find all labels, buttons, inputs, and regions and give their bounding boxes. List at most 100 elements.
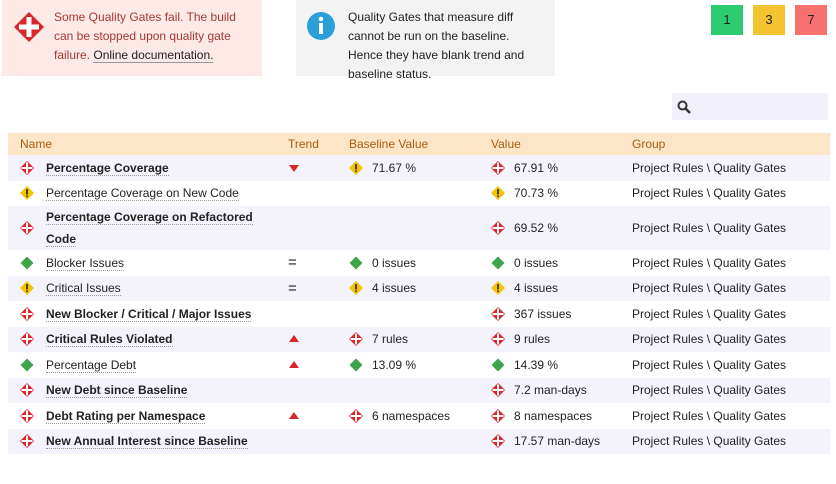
gate-value: 8 namespaces (514, 408, 593, 423)
baseline-value: 13.09 % (372, 357, 417, 372)
baseline-cell: 7 rules (349, 332, 491, 347)
info-icon (307, 12, 335, 40)
gate-name: Percentage Coverage on New Code (46, 182, 260, 204)
gate-link[interactable]: Blocker Issues (46, 255, 125, 271)
value-cell: 9 rules (491, 332, 632, 347)
name-cell: Percentage Coverage (8, 157, 288, 179)
gate-name: Percentage Coverage on Refactored Code (46, 206, 260, 250)
table-row: New Blocker / Critical / Major Issues 367… (8, 301, 830, 327)
warn-icon (349, 281, 363, 296)
trend-down (288, 161, 349, 175)
trend-up (288, 409, 349, 423)
table-row: Percentage Coverage on New Code 70.73 % Pr… (8, 181, 830, 207)
fail-icon (20, 408, 34, 423)
gate-link[interactable]: Percentage Coverage on Refactored Code (46, 210, 253, 247)
column-header: Trend (288, 137, 319, 151)
warn-icon (491, 281, 505, 296)
pass-icon (491, 256, 505, 270)
fail-icon (491, 160, 505, 175)
table-row: Critical Issues = 4 issues 4 issues Project … (8, 275, 830, 301)
gate-link[interactable]: New Annual Interest since Baseline (46, 434, 248, 450)
table-row: New Annual Interest since Baseline 17.57 … (8, 428, 830, 454)
name-cell: New Blocker / Critical / Major Issues (8, 303, 288, 325)
gate-name: New Debt since Baseline (46, 379, 260, 401)
group: Project Rules \ Quality Gates (632, 383, 787, 398)
gate-value: 367 issues (514, 306, 572, 321)
group: Project Rules \ Quality Gates (632, 408, 787, 423)
fail-icon (349, 332, 363, 347)
table-header: Name Trend Baseline Value Value Group (8, 133, 830, 155)
gate-name: New Blocker / Critical / Major Issues (46, 303, 260, 325)
fail-icon (20, 160, 34, 175)
trend-cell (288, 409, 349, 423)
gate-value: 14.39 % (514, 357, 559, 372)
fail-icon (491, 332, 505, 347)
pass-icon (20, 358, 34, 372)
baseline-cell: 0 issues (349, 256, 491, 270)
gate-name: Blocker Issues (46, 252, 260, 274)
value-cell: 7.2 man-days (491, 383, 632, 398)
gate-value: 70.73 % (514, 186, 559, 201)
group: Project Rules \ Quality Gates (632, 160, 787, 175)
search-box[interactable] (672, 93, 828, 120)
group: Project Rules \ Quality Gates (632, 306, 787, 321)
gate-value: 17.57 man-days (514, 434, 601, 449)
gate-link[interactable]: Critical Issues (46, 281, 121, 297)
gate-value: 7.2 man-days (514, 383, 587, 398)
gate-value: 67.91 % (514, 160, 559, 175)
column-header: Name (20, 137, 53, 151)
baseline-cell: 71.67 % (349, 160, 491, 175)
baseline-value: 71.67 % (372, 160, 417, 175)
baseline-value: 7 rules (372, 332, 409, 347)
trend-text: = (288, 254, 297, 272)
gate-link[interactable]: New Blocker / Critical / Major Issues (46, 306, 252, 322)
name-cell: Critical Rules Violated (8, 328, 288, 350)
fail-icon (20, 221, 34, 235)
gate-link[interactable]: Debt Rating per Namespace (46, 408, 206, 424)
value-cell: 367 issues (491, 306, 632, 321)
table-row: Debt Rating per Namespace 6 namespaces 8 n… (8, 403, 830, 429)
name-cell: New Debt since Baseline (8, 379, 288, 401)
counter: 1 (711, 5, 743, 35)
info-text: Quality Gates that measure diff cannot b… (348, 10, 525, 81)
gate-link[interactable]: Critical Rules Violated (46, 332, 173, 348)
gate-link[interactable]: New Debt since Baseline (46, 383, 188, 399)
gate-link[interactable]: Percentage Coverage (46, 160, 169, 176)
trend-cell (288, 161, 349, 175)
fail-text: Some Quality Gates fail. The build can b… (54, 10, 236, 62)
doc-link[interactable]: Online documentation. (93, 48, 214, 63)
gate-value: 4 issues (514, 281, 559, 296)
value-cell: 67.91 % (491, 160, 632, 175)
fail-icon (491, 434, 505, 449)
baseline-value: 0 issues (372, 255, 417, 270)
gate-name: New Annual Interest since Baseline (46, 430, 260, 452)
fail-icon (20, 332, 34, 347)
fail-icon (20, 306, 34, 321)
counter: 7 (795, 5, 827, 35)
name-cell: Percentage Debt (8, 354, 288, 376)
group: Project Rules \ Quality Gates (632, 434, 787, 449)
trend-cell: = (288, 254, 349, 271)
info-banner: Quality Gates that measure diff cannot b… (296, 0, 555, 81)
trend-up (288, 358, 349, 372)
value-cell: 8 namespaces (491, 408, 632, 423)
quality-gates-table: Name Trend Baseline Value Value Group Percen… (8, 133, 830, 454)
value-cell: 14.39 % (491, 358, 632, 372)
group: Project Rules \ Quality Gates (632, 357, 787, 372)
gate-link[interactable]: Percentage Debt (46, 357, 137, 373)
fail-icon (14, 12, 44, 42)
fail-icon (349, 408, 363, 423)
name-cell: New Annual Interest since Baseline (8, 430, 288, 452)
pass-icon (349, 256, 363, 270)
gate-link[interactable]: Percentage Coverage on New Code (46, 186, 239, 202)
value-cell: 70.73 % (491, 186, 632, 201)
trend-cell (288, 358, 349, 372)
fail-banner: Some Quality Gates fail. The build can b… (2, 0, 262, 76)
column-header: Baseline Value (349, 137, 429, 151)
baseline-value: 6 namespaces (372, 408, 451, 423)
group: Project Rules \ Quality Gates (632, 221, 787, 235)
baseline-value: 4 issues (372, 281, 417, 296)
group: Project Rules \ Quality Gates (632, 255, 787, 270)
search-icon (677, 100, 691, 114)
